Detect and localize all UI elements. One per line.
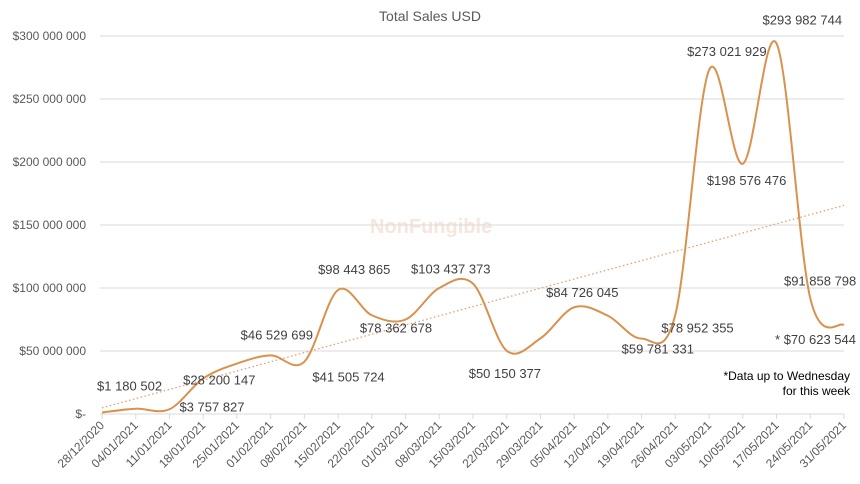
data-label: $41 505 724 [312,370,384,385]
data-point [370,313,374,317]
y-axis: $- $50 000 000 $100 000 000 $150 000 000 $20… [13,29,87,421]
watermark: NonFungible [370,216,492,238]
chart-title: Total Sales USD [379,8,481,24]
data-point [269,353,273,357]
data-label: $78 952 355 [661,321,733,336]
data-labels: $1 180 502 $3 757 827 $28 200 147 $46 529 6… [97,13,856,415]
data-point [775,42,779,46]
y-tick-label: $250 000 000 [13,92,87,106]
data-label: $59 781 331 [622,342,694,357]
data-point [471,282,475,286]
data-point [100,411,104,415]
data-label: $78 362 678 [360,320,432,335]
data-point [707,68,711,72]
data-point [640,337,644,341]
data-point [505,349,509,353]
footnote-line-2: for this week [783,384,851,398]
data-label: $46 529 699 [241,327,313,342]
x-axis: 28/12/202004/01/202111/01/202118/01/2021… [55,414,849,471]
data-label: $98 443 865 [318,262,390,277]
data-point [235,362,239,366]
data-label: * $70 623 544 [775,332,856,347]
data-label: $103 437 373 [411,262,491,277]
data-label: $91 858 798 [784,273,856,288]
data-label: $28 200 147 [183,372,255,387]
data-point [606,314,610,318]
data-label: $50 150 377 [469,366,541,381]
data-point [336,288,340,292]
data-point [572,305,576,309]
data-label: $3 757 827 [179,399,244,414]
y-tick-label: $150 000 000 [13,218,87,232]
y-tick-label: $300 000 000 [13,29,87,43]
y-tick-label: $50 000 000 [19,344,86,358]
gridlines [100,35,844,415]
data-point [842,323,846,327]
data-label: $293 982 744 [763,13,843,28]
data-label: $273 021 929 [687,44,767,59]
data-point [538,336,542,340]
data-label: $198 576 476 [707,173,787,188]
data-point [673,313,677,317]
data-label: $1 180 502 [97,379,162,394]
series-line [100,40,846,415]
sales-series-path [101,40,845,414]
y-tick-label: $- [75,407,86,421]
data-point [437,286,441,290]
data-label: $84 726 045 [546,285,618,300]
data-point [134,407,138,411]
linear-trendline [101,204,845,409]
data-point [808,296,812,300]
data-point [741,162,745,166]
y-tick-label: $100 000 000 [13,281,87,295]
data-point [302,360,306,364]
data-point [167,407,171,411]
y-tick-label: $200 000 000 [13,155,87,169]
trendline [101,204,845,409]
footnote-line-1: *Data up to Wednesday [723,369,850,383]
